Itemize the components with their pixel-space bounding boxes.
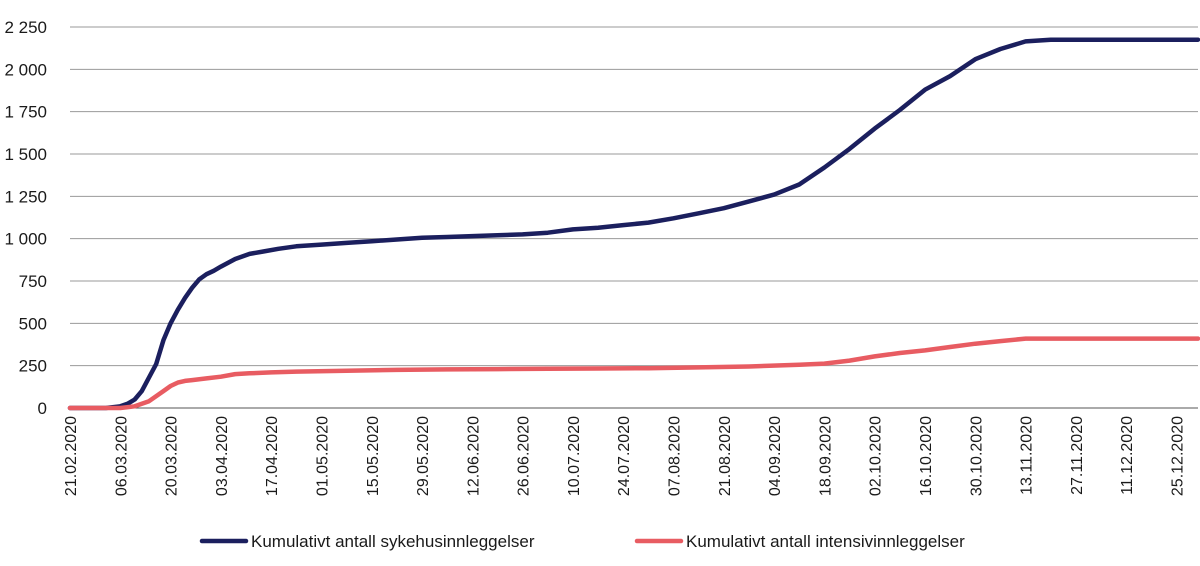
x-tick-label: 04.09.2020 xyxy=(767,416,784,496)
y-tick-label: 1 750 xyxy=(4,103,47,122)
x-tick-label: 26.06.2020 xyxy=(516,416,533,496)
legend-label: Kumulativt antall intensivinnleggelser xyxy=(686,532,965,551)
y-tick-label: 250 xyxy=(19,357,47,376)
legend: Kumulativt antall sykehusinnleggelser Kum… xyxy=(199,532,965,551)
x-tick-label: 18.09.2020 xyxy=(817,416,834,496)
x-tick-label: 25.12.2020 xyxy=(1169,416,1186,496)
y-tick-label: 2 000 xyxy=(4,60,47,79)
y-tick-label: 1 500 xyxy=(4,145,47,164)
x-tick-label: 13.11.2020 xyxy=(1019,416,1036,495)
x-tick-label: 15.05.2020 xyxy=(365,416,382,496)
y-tick-label: 750 xyxy=(19,272,47,291)
x-tick-label: 10.07.2020 xyxy=(566,416,583,496)
x-tick-label: 30.10.2020 xyxy=(968,416,985,496)
y-tick-label: 500 xyxy=(19,314,47,333)
x-axis-tick-labels: 21.02.2020 06.03.2020 20.03.2020 03.04.2020… xyxy=(63,416,1186,496)
x-tick-label: 27.11.2020 xyxy=(1069,416,1086,495)
x-tick-label: 06.03.2020 xyxy=(113,416,130,496)
x-tick-label: 11.12.2020 xyxy=(1119,416,1136,495)
x-tick-label: 20.03.2020 xyxy=(164,416,181,496)
x-tick-label: 01.05.2020 xyxy=(314,416,331,496)
x-tick-label: 12.06.2020 xyxy=(465,416,482,496)
y-tick-label: 1 250 xyxy=(4,187,47,206)
x-tick-label: 02.10.2020 xyxy=(868,416,885,496)
series-line-sykehusinnleggelser xyxy=(67,37,1200,411)
y-tick-label: 2 250 xyxy=(4,18,47,37)
legend-label: Kumulativt antall sykehusinnleggelser xyxy=(251,532,535,551)
x-tick-label: 17.04.2020 xyxy=(264,416,281,496)
series-line-intensivinnleggelser xyxy=(67,336,1200,411)
x-tick-label: 07.08.2020 xyxy=(667,416,684,496)
x-tick-label: 29.05.2020 xyxy=(415,416,432,496)
y-tick-label: 1 000 xyxy=(4,230,47,249)
x-tick-label: 21.08.2020 xyxy=(717,416,734,496)
grid-lines xyxy=(70,26,1198,409)
y-axis-tick-labels: 0 250 500 750 1 000 1 250 1 500 1 750 2 000 2 250 xyxy=(4,18,47,418)
x-tick-label: 03.04.2020 xyxy=(214,416,231,496)
x-tick-label: 24.07.2020 xyxy=(616,416,633,496)
x-tick-label: 16.10.2020 xyxy=(918,416,935,496)
y-tick-label: 0 xyxy=(38,399,47,418)
x-tick-label: 21.02.2020 xyxy=(63,416,80,496)
series-lines xyxy=(67,37,1200,411)
